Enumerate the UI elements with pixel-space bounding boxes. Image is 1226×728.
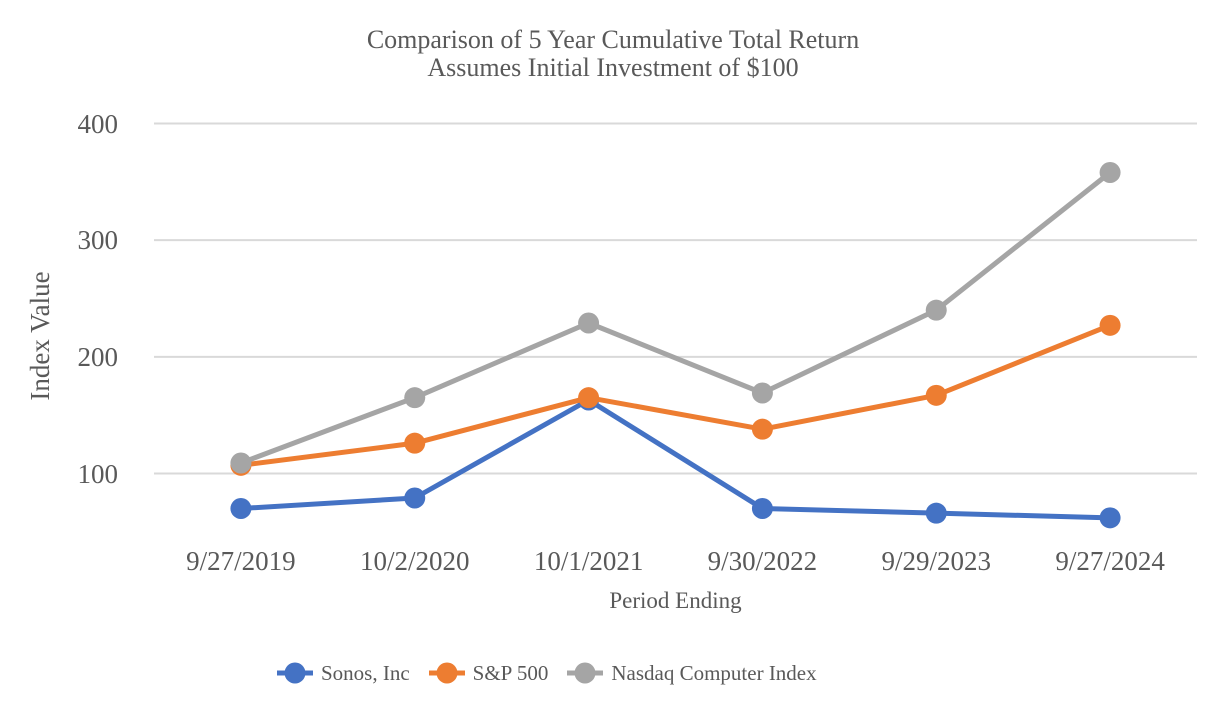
marker-nasdaq-computer-index-5 — [1099, 162, 1121, 183]
legend-marker-icon-s-p-500 — [428, 662, 465, 684]
marker-sonos-inc-3 — [751, 498, 773, 519]
x-tick-label-9-27-2024: 9/27/2024 — [1055, 546, 1165, 576]
y-tick-label-300: 300 — [77, 225, 119, 256]
legend-marker-icon-sonos-inc — [277, 662, 313, 684]
marker-s-p-500-4 — [925, 384, 947, 406]
y-tick-label-100: 100 — [77, 458, 119, 489]
x-tick-label-9-30-2022: 9/30/2022 — [707, 546, 818, 576]
chart-title: Comparison of 5 Year Cumulative Total Re… — [0, 26, 1226, 82]
legend-item-nasdaq-computer-index: Nasdaq Computer Index — [566, 660, 817, 686]
legend-label-s-p-500: S&P 500 — [472, 660, 549, 685]
chart-title-line2: Assumes Initial Investment of $100 — [427, 53, 799, 82]
marker-nasdaq-computer-index-3 — [751, 382, 773, 404]
legend-item-s-p-500: S&P 500 — [428, 660, 549, 686]
marker-sonos-inc-1 — [404, 487, 426, 509]
x-tick-label-9-29-2023: 9/29/2023 — [881, 546, 991, 576]
legend-marker-icon-nasdaq-computer-index — [567, 662, 604, 684]
marker-s-p-500-1 — [404, 432, 426, 454]
legend-label-nasdaq-computer-index: Nasdaq Computer Index — [611, 660, 817, 685]
marker-nasdaq-computer-index-2 — [578, 312, 600, 334]
legend-item-sonos-inc: Sonos, Inc — [276, 661, 410, 686]
marker-nasdaq-computer-index-1 — [404, 387, 426, 409]
marker-s-p-500-3 — [751, 418, 773, 440]
x-axis-title: Period Ending — [609, 588, 742, 613]
y-tick-label-400: 400 — [77, 108, 119, 139]
marker-sonos-inc-0 — [230, 498, 252, 519]
marker-sonos-inc-5 — [1099, 507, 1121, 529]
marker-nasdaq-computer-index-4 — [925, 299, 947, 321]
line-sonos-inc — [238, 397, 1113, 521]
marker-s-p-500-5 — [1099, 314, 1121, 336]
legend-circle-sonos-inc — [284, 662, 306, 684]
marker-s-p-500-2 — [578, 387, 600, 409]
legend-circle-s-p-500 — [436, 662, 458, 684]
chart-title-line1: Comparison of 5 Year Cumulative Total Re… — [366, 25, 860, 54]
y-tick-label-200: 200 — [77, 341, 119, 372]
line-nasdaq-computer-index — [238, 170, 1113, 466]
x-tick-label-10-2-2020: 10/2/2020 — [359, 546, 470, 576]
line-s-p-500 — [238, 322, 1113, 468]
marker-nasdaq-computer-index-0 — [230, 452, 252, 474]
legend-label-sonos-inc: Sonos, Inc — [321, 660, 410, 685]
x-tick-label-10-1-2021: 10/1/2021 — [533, 546, 644, 576]
marker-sonos-inc-4 — [925, 502, 947, 524]
legend-circle-nasdaq-computer-index — [574, 662, 596, 684]
legend: Sonos, Inc S&P 500 Nasdaq Computer Index — [276, 658, 817, 688]
x-tick-label-9-27-2019: 9/27/2019 — [186, 546, 296, 576]
